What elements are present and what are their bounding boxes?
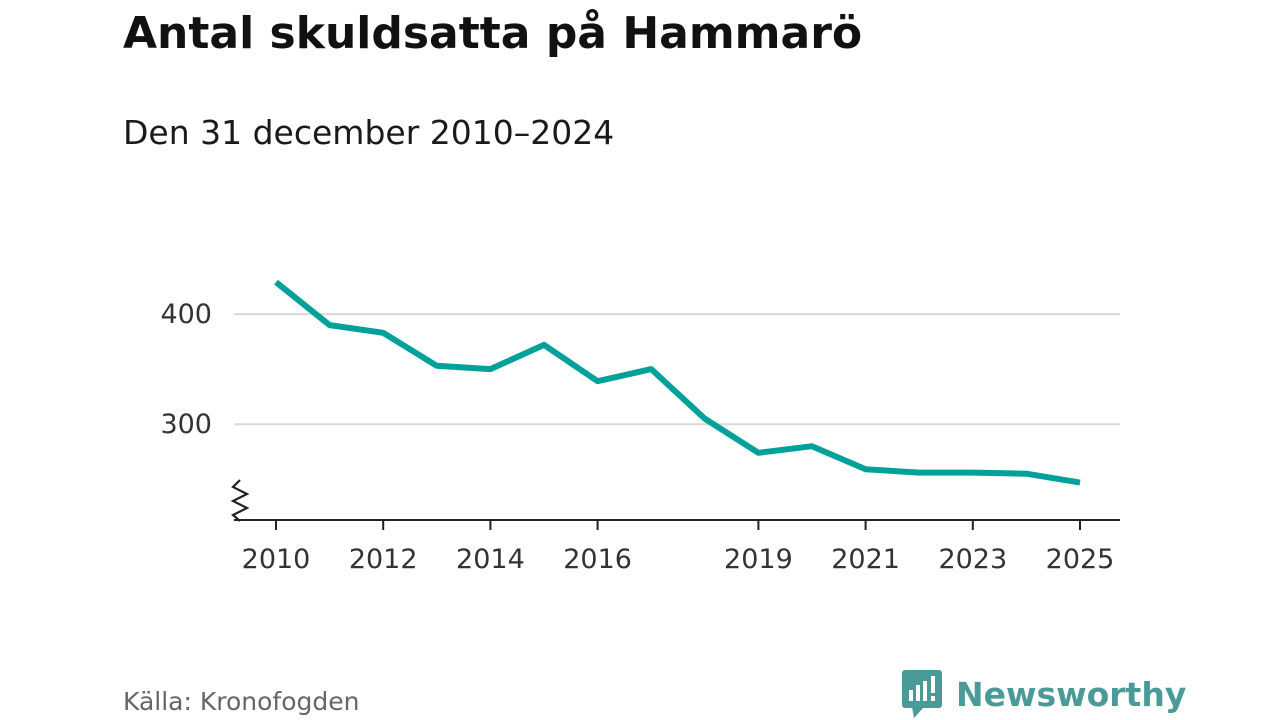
chart-subtitle: Den 31 december 2010–2024 (123, 113, 615, 152)
data-point-2021 (863, 466, 869, 472)
chart-title: Antal skuldsatta på Hammarö (123, 8, 863, 59)
data-point-2011 (327, 322, 333, 328)
data-point-2010 (273, 279, 279, 285)
series-line-0 (274, 279, 1081, 486)
x-tick-label-2025: 2025 (1046, 544, 1115, 575)
data-point-2025 (1077, 480, 1083, 486)
gridlines (234, 313, 1120, 426)
data-point-2023 (970, 470, 976, 476)
series-group (273, 279, 1083, 486)
data-point-2020 (809, 443, 815, 449)
data-point-2013 (434, 363, 440, 369)
data-point-2015 (541, 342, 547, 348)
data-point-2014 (487, 366, 493, 372)
x-tick-label-2021: 2021 (831, 544, 900, 575)
y-tick-label-300: 300 (160, 409, 212, 440)
x-axis-labels: 2010 2012 2014 2016 2019 2021 2023 2025 (242, 544, 1115, 575)
data-point-2024 (1023, 471, 1029, 477)
x-tick-label-2016: 2016 (563, 544, 632, 575)
x-axis (230, 479, 1120, 530)
x-tick-label-2010: 2010 (242, 544, 311, 575)
data-point-2016 (595, 378, 601, 384)
data-point-2022 (916, 470, 922, 476)
y-tick-label-400: 400 (160, 299, 212, 330)
x-tick-label-2012: 2012 (349, 544, 418, 575)
brand-name: Newsworthy (956, 674, 1187, 714)
x-tick-label-2014: 2014 (456, 544, 525, 575)
x-tick-label-2019: 2019 (724, 544, 793, 575)
data-point-2017 (648, 366, 654, 372)
data-point-2018 (702, 416, 708, 422)
axis-break-icon (230, 479, 250, 522)
data-point-2012 (380, 330, 386, 336)
newsworthy-logo-icon (902, 670, 942, 718)
data-point-2019 (755, 450, 761, 456)
y-axis-labels: 300 400 (160, 299, 212, 440)
brand-logo: Newsworthy (902, 670, 1186, 718)
x-tick-label-2023: 2023 (938, 544, 1007, 575)
source-note: Källa: Kronofogden (123, 687, 360, 716)
